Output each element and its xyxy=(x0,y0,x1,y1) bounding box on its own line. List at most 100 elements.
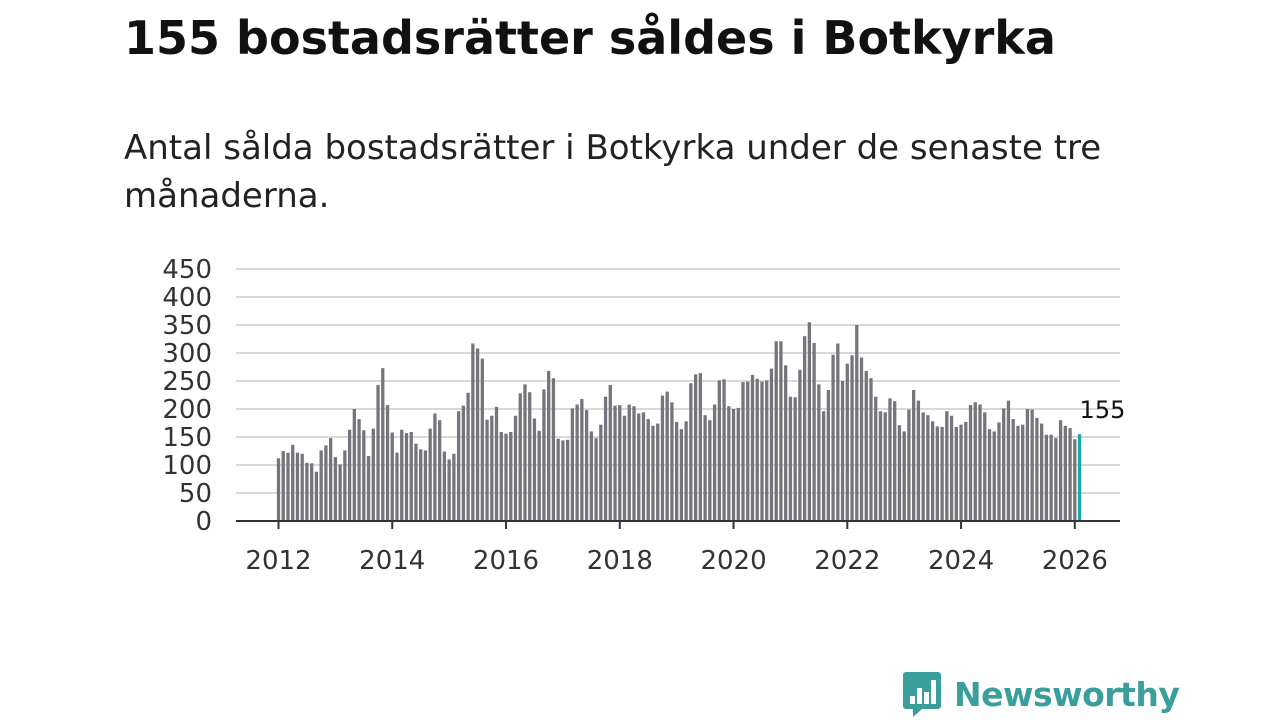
bar xyxy=(935,426,940,521)
bar xyxy=(1030,409,1034,521)
bar xyxy=(537,430,541,521)
bar xyxy=(1035,417,1039,521)
bar xyxy=(708,420,712,521)
bar xyxy=(390,432,394,521)
bar xyxy=(343,450,347,521)
bar xyxy=(964,421,968,521)
bar xyxy=(693,374,698,521)
bar xyxy=(561,440,565,521)
bar xyxy=(793,397,797,521)
bar xyxy=(281,451,285,521)
bar xyxy=(897,425,902,521)
bar xyxy=(471,343,475,521)
bar xyxy=(385,405,390,521)
bar xyxy=(480,358,484,521)
bar xyxy=(746,381,750,521)
bar xyxy=(395,452,399,521)
bar xyxy=(774,341,778,521)
bar xyxy=(442,451,447,521)
bar xyxy=(840,381,845,521)
bar xyxy=(893,401,897,521)
y-tick-label: 350 xyxy=(162,311,212,341)
bar xyxy=(1058,420,1063,521)
x-tick-label: 2026 xyxy=(1042,546,1108,576)
bar xyxy=(603,396,608,521)
bar xyxy=(608,384,612,521)
highlight-value-label: 155 xyxy=(1080,396,1126,424)
bar xyxy=(869,378,873,521)
bar xyxy=(291,444,295,521)
y-tick-label: 150 xyxy=(162,423,212,453)
brand-name: Newsworthy xyxy=(954,674,1180,714)
bar xyxy=(883,412,887,521)
x-tick-label: 2024 xyxy=(928,546,994,576)
bar xyxy=(1011,419,1015,521)
bar xyxy=(1025,409,1030,521)
bar xyxy=(347,429,352,521)
bar xyxy=(703,415,707,521)
bar xyxy=(286,452,290,521)
x-tick-label: 2012 xyxy=(245,546,311,576)
bar xyxy=(641,412,646,521)
bar xyxy=(987,429,992,521)
bar xyxy=(1063,425,1067,521)
bar xyxy=(305,462,309,521)
bar xyxy=(584,410,589,521)
bar-series xyxy=(276,322,1082,521)
bar xyxy=(874,396,878,521)
bar xyxy=(802,336,807,521)
bar xyxy=(954,426,958,521)
bar xyxy=(523,384,527,521)
bar xyxy=(670,402,674,521)
bar xyxy=(1016,425,1020,521)
bar xyxy=(499,431,503,521)
bar xyxy=(1006,400,1011,521)
bar xyxy=(400,429,404,521)
bar xyxy=(423,450,428,521)
bar xyxy=(817,384,821,521)
bar xyxy=(878,411,883,521)
x-axis-ticks: 2012 2014 2016 2018 2020 2022 2024 2026 xyxy=(245,521,1108,576)
bar xyxy=(959,424,963,521)
x-tick-label: 2014 xyxy=(359,546,425,576)
bar xyxy=(494,406,499,521)
bar xyxy=(366,456,371,521)
bar xyxy=(651,425,655,521)
bar xyxy=(722,379,726,521)
bar xyxy=(509,431,513,521)
bar xyxy=(926,415,930,521)
bar xyxy=(324,445,328,521)
y-tick-label: 200 xyxy=(162,395,212,425)
bar xyxy=(371,428,375,521)
bar xyxy=(731,409,736,521)
bar xyxy=(760,381,764,521)
bar xyxy=(983,412,987,521)
bar xyxy=(1054,438,1058,521)
bar xyxy=(381,368,385,521)
x-tick-label: 2016 xyxy=(473,546,539,576)
bar xyxy=(698,373,703,521)
y-tick-label: 0 xyxy=(195,507,212,537)
bar xyxy=(1044,434,1049,521)
bar xyxy=(945,411,949,521)
bar xyxy=(589,431,593,521)
bar xyxy=(656,423,660,521)
bar xyxy=(997,422,1001,521)
bar xyxy=(755,378,759,521)
bar xyxy=(859,357,864,521)
bar xyxy=(328,438,333,521)
bar xyxy=(433,413,437,521)
bar xyxy=(916,400,921,521)
bar xyxy=(968,405,973,521)
bar xyxy=(736,407,740,521)
bar xyxy=(438,420,442,521)
bar xyxy=(542,389,546,521)
bar xyxy=(1021,424,1025,521)
bar xyxy=(428,428,432,521)
bar xyxy=(452,453,456,521)
y-tick-label: 300 xyxy=(162,339,212,369)
bar xyxy=(547,370,551,521)
bar xyxy=(466,392,470,521)
bar xyxy=(627,404,631,521)
